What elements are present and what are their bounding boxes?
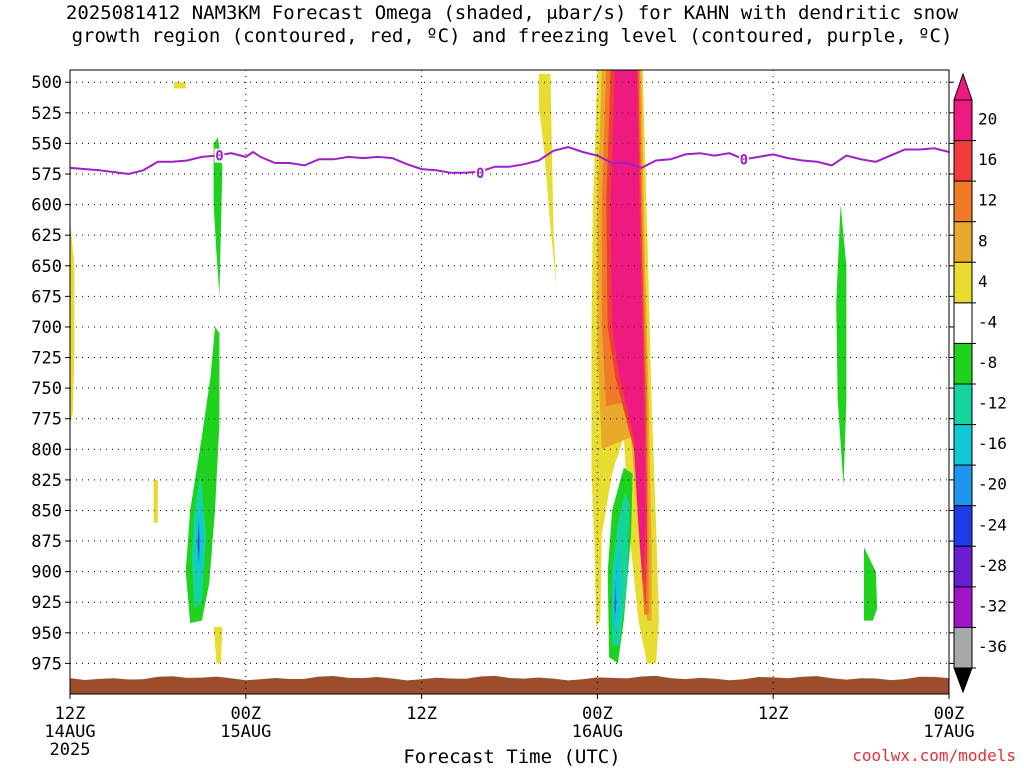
colorbar-label: 20 <box>978 110 997 129</box>
chart-title-line1: 2025081412 NAM3KM Forecast Omega (shaded… <box>65 2 959 24</box>
omega-region <box>864 547 878 621</box>
freezing-level-label-bg <box>475 165 486 180</box>
colorbar-bottom-arrow <box>953 667 973 694</box>
colorbar-label: -16 <box>978 434 1007 453</box>
colorbar-label: 8 <box>978 231 988 250</box>
x-tick-label: 12Z <box>758 704 789 724</box>
colorbar-bin <box>953 626 973 669</box>
y-tick-label: 575 <box>31 165 62 185</box>
x-tick-label: 12Z <box>406 704 437 724</box>
colorbar-label: 4 <box>978 272 988 291</box>
colorbar-bin <box>953 545 973 588</box>
plot-area <box>70 70 949 694</box>
x-axis-label: Forecast Time (UTC) <box>403 746 621 768</box>
colorbar: 20 16 12 8 4 -4 -8 -12 -16 -20 -24 -28 -32 -36 <box>953 72 1007 694</box>
colorbar-bin <box>953 424 973 466</box>
omega-region <box>538 73 557 285</box>
y-tick-label: 725 <box>31 349 62 369</box>
colorbar-bin <box>953 261 973 304</box>
chart-title: 2025081412 NAM3KM Forecast Omega (shaded… <box>0 2 1024 48</box>
y-tick-label: 675 <box>31 287 62 307</box>
omega-region <box>614 590 616 615</box>
colorbar-bin <box>953 505 973 547</box>
x-tick-date: 14AUG <box>44 722 95 742</box>
freezing-level-label: 0 <box>215 149 223 165</box>
y-tick-label: 950 <box>31 624 62 644</box>
y-tick-label: 825 <box>31 471 62 491</box>
colorbar-label: -12 <box>978 394 1007 413</box>
x-tick-label: 00Z <box>934 704 965 724</box>
freezing-level-label-bg <box>214 148 225 163</box>
colorbar-label: -28 <box>978 556 1007 575</box>
y-tick-label: 525 <box>31 104 62 124</box>
colorbar-label: -4 <box>978 312 997 331</box>
x-tick-label: 00Z <box>582 704 613 724</box>
y-tick-label: 875 <box>31 532 62 552</box>
y-tick-label: 925 <box>31 593 62 613</box>
x-tick-date: 15AUG <box>220 722 271 742</box>
colorbar-bin <box>953 99 973 142</box>
chart-overlay: 0 0 0 500 525 550 575 600 625 650 675 700 725 750 775 8… <box>31 69 975 760</box>
colorbar-bin <box>953 302 973 344</box>
omega-shading <box>70 70 949 694</box>
colorbar-label: -32 <box>978 596 1007 615</box>
freezing-level-label-bg <box>738 152 749 167</box>
colorbar-top-arrow <box>953 72 973 101</box>
y-tick-label: 850 <box>31 501 62 521</box>
omega-region <box>213 626 223 664</box>
colorbar-bin <box>953 221 973 263</box>
y-tick-label: 775 <box>31 410 62 430</box>
y-tick-label: 650 <box>31 257 62 277</box>
y-tick-label: 550 <box>31 134 62 154</box>
omega-region <box>213 137 223 297</box>
y-tick-label: 975 <box>31 654 62 674</box>
omega-region <box>70 219 75 425</box>
colorbar-bin <box>953 140 973 182</box>
omega-region <box>174 82 186 89</box>
plot-frame <box>69 69 950 695</box>
x-tick-label: 12Z <box>55 704 86 724</box>
omega-region <box>612 547 621 633</box>
x-tick-date: 16AUG <box>572 722 623 742</box>
colorbar-label: 12 <box>978 191 997 210</box>
colorbar-bin <box>953 342 973 385</box>
chart-title-line2: growth region (contoured, red, ºC) and f… <box>71 25 953 47</box>
colorbar-label: -8 <box>978 353 997 372</box>
omega-region <box>836 204 847 486</box>
colorbar-bin <box>953 180 973 223</box>
colorbar-label: 16 <box>978 150 997 169</box>
colorbar-bin <box>953 464 973 507</box>
x-tick-year: 2025 <box>50 740 91 760</box>
colorbar-label: -20 <box>978 475 1007 494</box>
y-tick-label: 625 <box>31 226 62 246</box>
colorbar-label: -24 <box>978 515 1007 534</box>
terrain <box>70 675 949 694</box>
y-tick-label: 750 <box>31 379 62 399</box>
x-tick-date: 17AUG <box>923 722 974 742</box>
grid <box>70 70 949 694</box>
credit-text: coolwx.com/models <box>852 746 1016 765</box>
y-tick-label: 700 <box>31 318 62 338</box>
colorbar-bin <box>953 383 973 426</box>
y-tick-label: 500 <box>31 73 62 93</box>
x-tick-label: 00Z <box>230 704 261 724</box>
freezing-level-line <box>69 146 950 176</box>
freezing-level-label: 0 <box>740 152 748 168</box>
omega-region <box>197 525 200 560</box>
colorbar-label: -36 <box>978 637 1007 656</box>
y-tick-label: 800 <box>31 440 62 460</box>
colorbar-bin <box>953 586 973 629</box>
freezing-level-label: 0 <box>476 166 484 182</box>
omega-region <box>153 479 158 523</box>
y-tick-label: 600 <box>31 196 62 216</box>
y-tick-label: 900 <box>31 563 62 583</box>
